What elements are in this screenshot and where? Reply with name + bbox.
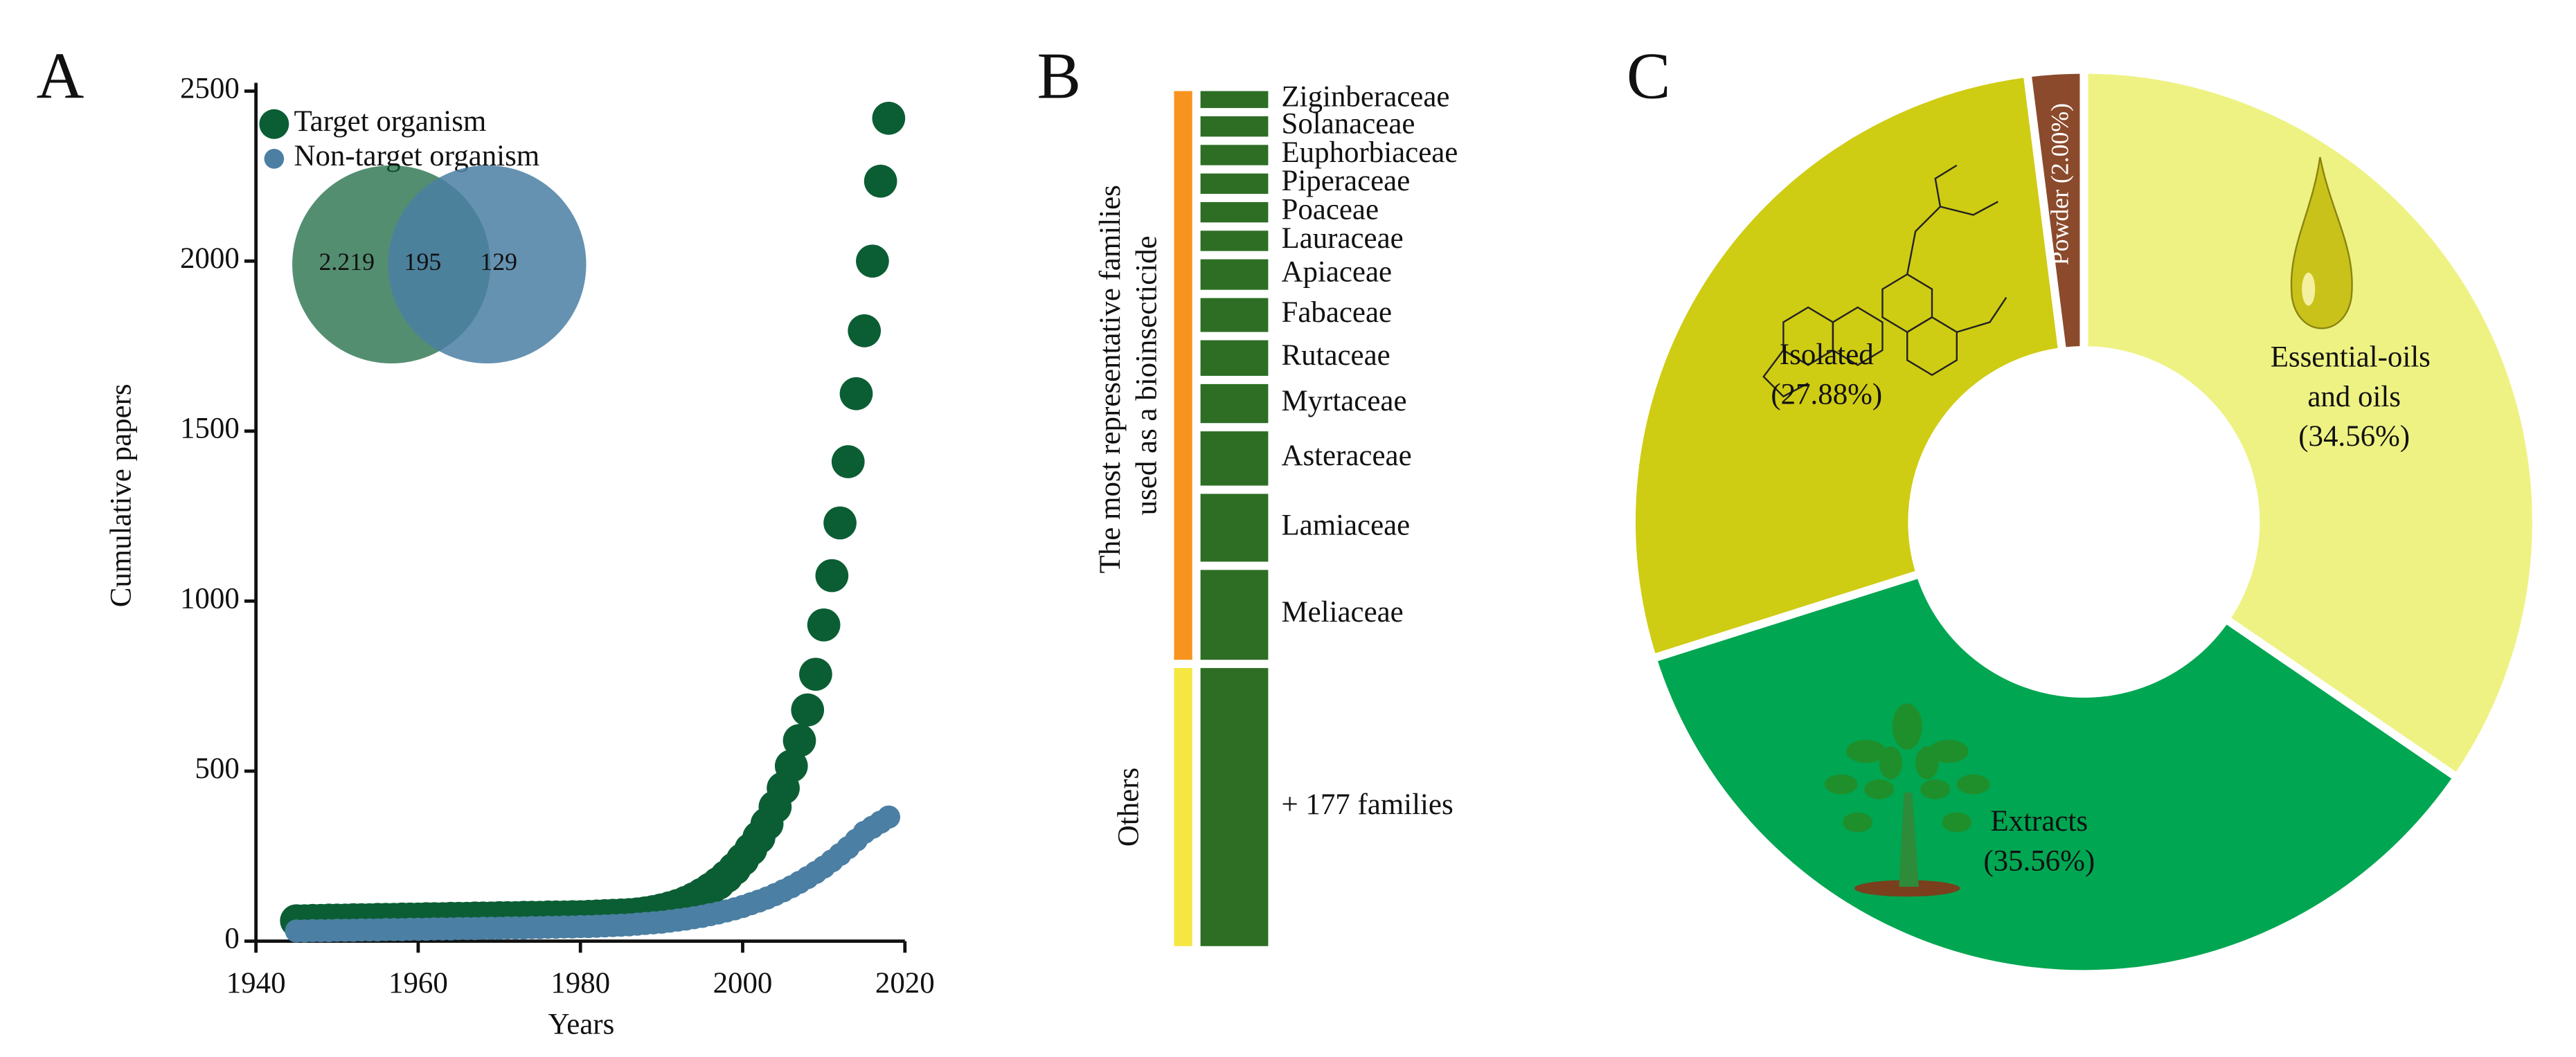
legend-marker [264,149,285,169]
donut-slice [1627,69,2067,664]
family-label: Asteraceae [1281,440,1411,472]
data-point [791,693,825,727]
x-tick-label: 1940 [226,967,286,1000]
slice-value: (34.56%) [2298,420,2410,453]
family-label: Apiaceae [1281,255,1392,288]
data-point [782,723,816,757]
group-label: Others [1112,768,1145,847]
slice-label: Powder (2.00%) [2046,103,2074,265]
family-label: Meliaceae [1281,596,1403,629]
panel-label: B [1037,39,1082,113]
family-label: Lamiaceae [1281,509,1410,541]
group-bracket [1174,91,1192,660]
x-tick-label: 2000 [713,967,773,1000]
family-bar [1200,145,1269,165]
slice-label: Essential-oils and oils [2271,341,2438,413]
data-point [799,658,832,691]
family-bar [1200,298,1269,332]
legend-marker [259,109,289,139]
y-axis-label: Cumulative papers [105,383,138,607]
data-point [807,608,841,642]
molecule-icon [1762,164,2007,398]
y-tick-label: 1500 [180,413,240,445]
family-label: Solanaceae [1281,108,1415,141]
group-bracket [1174,668,1192,946]
family-bar [1200,173,1269,195]
legend-label: Target organism [294,105,486,138]
x-tick-label: 1980 [551,967,610,1000]
oil-drop-icon [2290,156,2353,329]
family-bar [1200,494,1269,562]
family-label: Euphorbiaceae [1281,136,1458,169]
family-bar [1200,116,1269,137]
donut-slice [2022,65,2088,356]
family-label: Ziginberaceae [1281,81,1449,114]
slice-category: Powder [2046,190,2074,265]
family-bar [1200,340,1269,376]
donut-slice [2079,65,2541,784]
data-point [774,749,808,783]
family-label: Rutaceae [1281,339,1390,372]
family-label: + 177 families [1281,788,1453,821]
family-bar [1200,570,1269,660]
family-bar [1200,231,1269,251]
family-label: Myrtaceae [1281,385,1406,417]
y-tick-label: 0 [224,922,239,955]
family-label: Fabaceae [1281,296,1392,329]
family-bar [1200,668,1269,946]
slice-label: Extracts [1990,805,2088,838]
family-bar [1200,201,1269,223]
x-axis-label: Years [548,1008,615,1040]
slice-value: (35.56%) [1983,844,2095,877]
x-tick-label: 1960 [388,967,448,1000]
data-point [823,506,857,540]
y-tick-label: 2000 [180,242,240,275]
data-point [864,164,897,198]
data-point [877,805,901,829]
venn-circle [388,165,587,364]
data-point [839,377,873,410]
venn-label: 2.219 [319,248,375,275]
tree-icon [1825,703,1990,897]
data-point [872,102,906,135]
family-label: Poaceae [1281,193,1379,226]
family-bar [1200,259,1269,290]
data-point [848,314,882,347]
venn-label: 129 [480,248,517,275]
y-tick-label: 1000 [180,582,240,615]
family-bar [1200,383,1269,424]
data-point [815,559,849,593]
group-label: The most representative families used as… [1094,177,1163,573]
family-label: Lauraceae [1281,222,1403,255]
y-tick-label: 2500 [180,72,240,105]
family-bar [1200,431,1269,486]
slice-value: (2.00%) [2046,103,2074,183]
data-point [856,244,889,278]
panel-label: C [1627,39,1671,113]
x-tick-label: 2020 [875,967,935,1000]
panel-label: A [36,39,84,113]
slice-value: (27.88%) [1771,378,1882,410]
y-tick-label: 500 [195,752,239,785]
data-point [831,445,865,478]
donut-slice [1647,568,2463,979]
slice-label: Isolated [1780,338,1874,371]
family-bar [1200,91,1269,109]
venn-label: 195 [404,248,442,275]
icons [1762,156,2353,897]
family-label: Piperaceae [1281,165,1410,197]
